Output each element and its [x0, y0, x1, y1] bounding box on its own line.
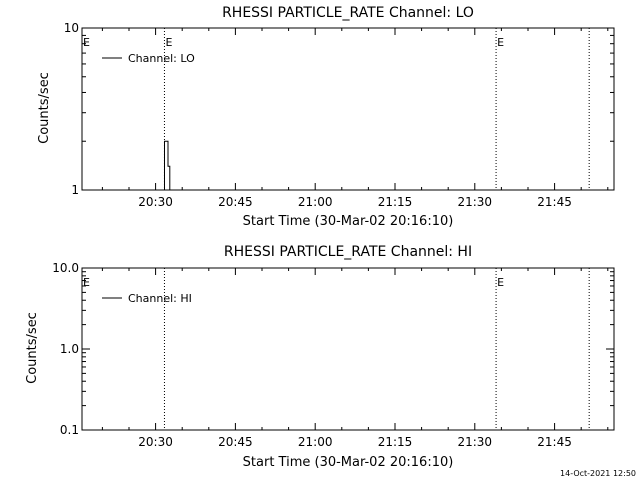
panel1-series-line: [164, 140, 171, 190]
panel1-event-label: E: [497, 36, 504, 49]
panel2-xtick-label: 21:15: [378, 435, 413, 449]
panel1-xtick-label: 20:45: [218, 195, 253, 209]
panel1-event-label: E: [165, 36, 172, 49]
panel2-legend-label: Channel: HI: [128, 292, 192, 305]
panel2-xtick-label: 21:45: [537, 435, 572, 449]
panel2-xtick-label: 20:30: [138, 435, 173, 449]
panel1-xlabel: Start Time (30-Mar-02 20:16:10): [243, 214, 454, 229]
panel1-legend-label: Channel: LO: [128, 52, 195, 65]
panel1-frame: [81, 27, 615, 191]
panel1-ytick-label: 1: [71, 183, 79, 197]
timestamp: 14-Oct-2021 12:50: [560, 469, 636, 478]
panel1-title: RHESSI PARTICLE_RATE Channel: LO: [222, 5, 474, 21]
panel2-xtick-label: 21:00: [298, 435, 333, 449]
panel1-xtick-label: 21:45: [537, 195, 572, 209]
panel2-edge-marker: E: [83, 276, 90, 289]
panel2-ylabel: Counts/sec: [25, 312, 40, 384]
panel1-xtick-label: 21:00: [298, 195, 333, 209]
panel2-xtick-label: 21:30: [457, 435, 492, 449]
panel1-xtick-label: 20:30: [138, 195, 173, 209]
chart-marks: 20:30 20:45 21:00 21:15 21:30 21:45 1 10 E E E 20:3…: [52, 21, 615, 449]
panel1-ylabel: Counts/sec: [37, 72, 52, 144]
panel2-xtick-label: 20:45: [218, 435, 253, 449]
panel1-xtick-label: 21:30: [457, 195, 492, 209]
panel1-xtick-label: 21:15: [378, 195, 413, 209]
panel2-ytick-label: 1.0: [60, 342, 79, 356]
panel2-ytick-label: 0.1: [60, 423, 79, 437]
panel2-event-label: E: [497, 276, 504, 289]
panel2-ytick-label: 10.0: [52, 261, 79, 275]
panel1-ytick-label: 10: [64, 21, 79, 35]
panel2-title: RHESSI PARTICLE_RATE Channel: HI: [224, 244, 472, 260]
panel2-xlabel: Start Time (30-Mar-02 20:16:10): [243, 455, 454, 470]
panel1-edge-marker: E: [83, 36, 90, 49]
